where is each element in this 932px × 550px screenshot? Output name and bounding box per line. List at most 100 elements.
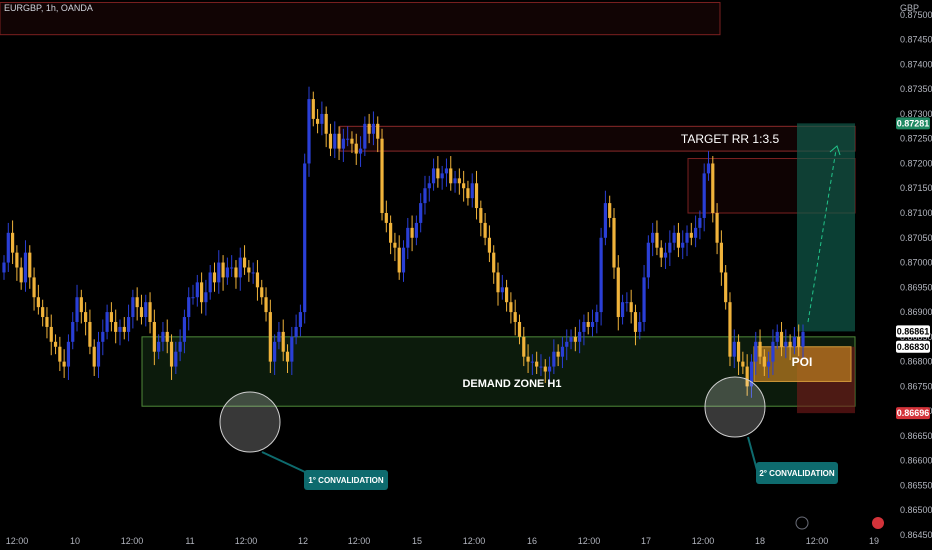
price-tags: 0.87281 0.86861 0.86830 0.86696 [896, 117, 930, 420]
callout-2-box [756, 462, 838, 484]
candle-body [728, 302, 732, 357]
candle-body [251, 272, 255, 274]
candle-body [341, 138, 345, 149]
price-tag-bg [896, 325, 930, 338]
candle-body [294, 326, 298, 337]
candle-body [449, 168, 453, 184]
candle-body [53, 341, 58, 347]
candle-body [784, 341, 788, 347]
y-tick-label: 0.87150 [900, 183, 932, 193]
y-tick-label: 0.87250 [900, 134, 932, 144]
candle-body [260, 287, 264, 298]
candle-body [590, 321, 595, 327]
candle-body [539, 366, 543, 368]
candle-body [767, 361, 771, 367]
price-axis-bg [868, 0, 932, 550]
candle-body [492, 252, 496, 273]
candle-body [676, 232, 681, 248]
candle-body [10, 232, 15, 253]
x-tick-label: 10 [70, 536, 80, 546]
candle-body [685, 232, 689, 243]
stop-price-tag: 0.86696 [897, 408, 930, 418]
x-tick-label: 17 [641, 536, 651, 546]
candle-body [238, 257, 242, 278]
candle-body [419, 203, 423, 223]
currency-label: GBP [900, 3, 919, 13]
x-tick-label: 12:00 [463, 536, 486, 546]
candle-body [651, 232, 655, 243]
candle-body [702, 173, 706, 218]
candle-body [36, 297, 40, 308]
candle-body [346, 138, 350, 140]
x-tick-label: 15 [412, 536, 422, 546]
candle-body [28, 252, 32, 278]
y-tick-label: 0.87100 [900, 208, 932, 218]
candle-body [758, 341, 762, 357]
candle-body [350, 138, 354, 144]
y-tick-label: 0.86900 [900, 307, 932, 317]
candle-body [535, 361, 539, 367]
price-tag-bg [896, 340, 930, 353]
candle-body [217, 262, 221, 283]
candle-body [401, 247, 406, 273]
candle-body [681, 242, 685, 248]
candle-body [741, 361, 745, 367]
candle-body [556, 351, 560, 357]
candle-body [655, 232, 659, 248]
candle-body [749, 361, 754, 387]
target-label: TARGET RR 1:3.5 [681, 132, 780, 146]
y-tick-label: 0.87350 [900, 84, 932, 94]
candle-body [178, 341, 182, 352]
candle-body [139, 307, 144, 318]
candle-body [242, 257, 247, 268]
candle-body [513, 312, 517, 322]
candle-body [92, 346, 96, 367]
candle-body [470, 183, 474, 199]
target-projection-line [807, 149, 837, 323]
candle-body [771, 341, 775, 362]
candle-body [273, 341, 277, 362]
x-tick-label: 12:00 [806, 536, 829, 546]
candle-body [101, 331, 105, 342]
y-tick-label: 0.87200 [900, 158, 932, 168]
candle-body [75, 297, 79, 322]
candle-body [204, 292, 208, 303]
candle-body [148, 302, 152, 322]
overlay-layer: TARGET RR 1:3.5 DEMAND ZONE H1 POI 1° CO… [219, 132, 841, 490]
candle-body [603, 203, 607, 238]
candle-body [376, 123, 380, 139]
candle-body [423, 188, 427, 204]
y-tick-label: 0.86650 [900, 431, 932, 441]
candle-body [195, 282, 199, 298]
candle-body [268, 312, 272, 362]
candle-body [620, 302, 625, 318]
candle-body [736, 341, 741, 362]
candle-body [638, 321, 642, 332]
candle-body [144, 302, 148, 318]
callout-1-pointer [261, 451, 306, 473]
x-tick-label: 16 [527, 536, 537, 546]
candle-body [79, 297, 83, 313]
candle-body [393, 242, 397, 248]
candle-body [530, 361, 534, 363]
candle-body [187, 297, 191, 318]
candle-body [504, 287, 509, 303]
symbol-header: EURGBP, 1h, OANDA [4, 3, 93, 13]
candle-body [466, 188, 470, 199]
poi-label: POI [792, 355, 813, 369]
candle-body [543, 366, 547, 372]
candle-body [41, 307, 45, 318]
candle-body [45, 317, 49, 327]
candle-body [706, 163, 711, 174]
callout-1-label: 1° CONVALIDATION [308, 476, 384, 485]
candle-body [225, 267, 229, 278]
candle-body [281, 331, 285, 352]
candle-body [174, 351, 178, 367]
candle-body [337, 133, 341, 149]
candle-body [320, 113, 324, 124]
candle-body [453, 178, 457, 184]
candle-body [792, 336, 797, 347]
candle-body [200, 282, 204, 303]
candle-body [719, 242, 723, 273]
candle-body [122, 326, 126, 332]
